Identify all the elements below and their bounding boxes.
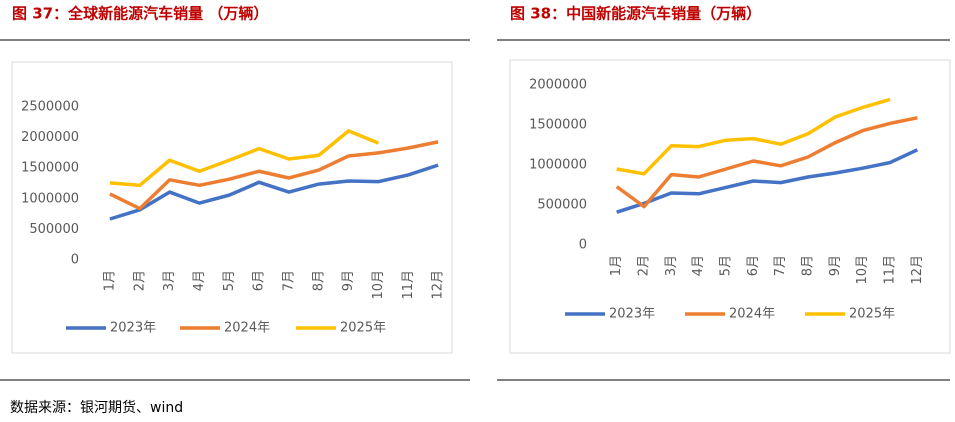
x-tick-label: 4月 (192, 270, 207, 291)
x-tick-label: 11月 (883, 255, 898, 285)
x-tick-label: 1月 (102, 270, 117, 291)
x-tick-label: 12月 (431, 270, 446, 300)
chart-frame (509, 59, 951, 354)
x-tick-label: 10月 (371, 270, 386, 300)
x-tick-label: 7月 (281, 270, 296, 291)
y-tick-label: 2000000 (21, 130, 79, 145)
y-tick-label: 1500000 (529, 118, 587, 133)
series-line (109, 140, 439, 211)
x-tick-label: 8月 (801, 255, 816, 276)
x-tick-label: 2月 (132, 270, 147, 291)
series-line (615, 116, 918, 209)
y-tick-label: 1000000 (529, 158, 587, 173)
x-tick-label: 6月 (252, 270, 267, 291)
series-line (109, 163, 439, 221)
x-tick-label: 10月 (855, 255, 870, 285)
legend-label: 2023年 (110, 321, 156, 336)
chart-title: 图 37：全球新能源汽车销量 （万辆） (12, 5, 268, 23)
y-tick-label: 0 (579, 238, 587, 253)
x-tick-label: 9月 (828, 255, 843, 276)
x-tick-label: 5月 (719, 255, 734, 276)
x-tick-label: 4月 (691, 255, 706, 276)
chart-title: 图 38：中国新能源汽车销量（万辆） (510, 5, 761, 23)
y-tick-label: 2000000 (529, 78, 587, 93)
series-line (616, 148, 919, 214)
y-tick-label: 1500000 (21, 161, 79, 176)
x-tick-label: 8月 (311, 270, 326, 291)
y-tick-label: 2500000 (21, 100, 79, 115)
chart-frame (11, 61, 453, 354)
x-tick-label: 7月 (773, 255, 788, 276)
legend-label: 2025年 (849, 307, 895, 322)
x-tick-label: 9月 (341, 270, 356, 291)
y-tick-label: 500000 (29, 222, 79, 237)
x-tick-label: 6月 (746, 255, 761, 276)
legend-label: 2024年 (224, 321, 270, 336)
x-tick-label: 3月 (664, 255, 679, 276)
x-tick-label: 11月 (401, 270, 416, 300)
series-line (616, 97, 891, 176)
legend-label: 2025年 (340, 321, 386, 336)
y-tick-label: 0 (71, 253, 79, 268)
source: 数据来源：银河期货、wind (10, 399, 183, 416)
x-tick-label: 3月 (162, 270, 177, 291)
legend-label: 2023年 (609, 307, 655, 322)
y-tick-label: 500000 (537, 198, 587, 213)
y-tick-label: 1000000 (21, 191, 79, 206)
legend-label: 2024年 (729, 307, 775, 322)
series-line (109, 129, 380, 188)
x-tick-label: 12月 (910, 255, 925, 285)
x-tick-label: 5月 (222, 270, 237, 291)
x-tick-label: 2月 (637, 255, 652, 276)
x-tick-label: 1月 (609, 255, 624, 276)
